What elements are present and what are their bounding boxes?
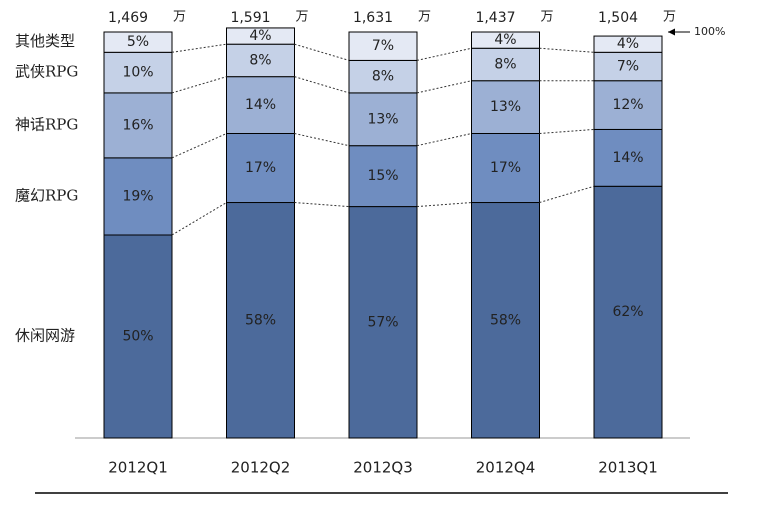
value-label: 12% — [612, 97, 643, 113]
bar-segment — [103, 92, 173, 159]
total-label: 1,504 — [598, 10, 638, 26]
bar-segment — [348, 59, 418, 94]
value-label: 50% — [122, 329, 153, 345]
bar-segment — [471, 133, 540, 204]
total-unit: 万 — [296, 10, 309, 25]
value-label: 4% — [494, 32, 516, 48]
bar-segment — [348, 206, 418, 439]
value-label: 4% — [249, 28, 271, 44]
x-tick-label: 2012Q3 — [353, 459, 413, 477]
total-label: 1,631 — [353, 10, 393, 26]
value-label: 14% — [612, 150, 643, 166]
connector — [171, 202, 227, 236]
value-label: 19% — [122, 188, 153, 204]
value-label: 13% — [367, 111, 398, 127]
value-label: 10% — [122, 65, 153, 81]
connector — [539, 128, 595, 134]
bar-segment — [593, 51, 663, 82]
value-label: 17% — [245, 160, 276, 176]
value-label: 16% — [122, 117, 153, 133]
arrow-head — [668, 28, 675, 36]
x-tick-label: 2012Q4 — [476, 459, 536, 477]
connector — [294, 76, 350, 94]
value-label: 4% — [617, 36, 639, 52]
bar-segment — [226, 133, 295, 204]
connector — [171, 43, 227, 53]
bar-segment — [226, 27, 295, 45]
bar-segment — [348, 31, 418, 61]
value-label: 5% — [127, 34, 149, 50]
connector — [539, 47, 595, 53]
bar-segment — [226, 76, 295, 135]
total-unit: 万 — [418, 10, 431, 25]
value-label: 7% — [617, 59, 639, 75]
bar-segment — [103, 31, 173, 53]
bar-segment — [103, 234, 173, 439]
legend-label: 魔幻RPG — [15, 186, 78, 204]
connector — [294, 43, 350, 61]
x-tick-label: 2013Q1 — [598, 459, 658, 477]
total-unit: 万 — [663, 10, 676, 25]
connector — [171, 76, 227, 94]
bar-segment — [103, 157, 173, 236]
bar-segment — [471, 31, 540, 49]
value-label: 8% — [494, 56, 516, 72]
bar-segment — [471, 47, 540, 82]
legend-label: 休闲网游 — [15, 327, 75, 345]
bar-segment — [471, 202, 540, 439]
connector — [171, 133, 227, 159]
bar-segment — [471, 80, 540, 134]
legend-label: 武侠RPG — [15, 63, 78, 81]
value-label: 8% — [249, 52, 271, 68]
connector — [416, 47, 472, 61]
value-label: 8% — [372, 69, 394, 85]
bar-segment — [348, 92, 418, 147]
total-label: 1,591 — [230, 10, 270, 26]
connector — [416, 202, 472, 208]
value-label: 7% — [372, 38, 394, 54]
legend-label: 神话RPG — [15, 115, 78, 133]
value-label: 13% — [490, 99, 521, 115]
value-label: 17% — [490, 160, 521, 176]
value-label: 15% — [367, 168, 398, 184]
annotation: 100% — [694, 25, 725, 38]
bar-segment — [348, 145, 418, 208]
value-label: 58% — [245, 312, 276, 328]
x-tick-label: 2012Q2 — [231, 459, 291, 477]
bar-segment — [593, 80, 663, 130]
connector — [416, 80, 472, 94]
bar-segment — [103, 51, 173, 94]
x-tick-label: 2012Q1 — [108, 459, 168, 477]
value-label: 58% — [490, 312, 521, 328]
total-label: 1,437 — [475, 10, 515, 26]
connector — [416, 133, 472, 147]
total-unit: 万 — [173, 10, 186, 25]
bar-segment — [226, 43, 295, 78]
bar-segment — [593, 185, 663, 439]
total-label: 1,469 — [108, 10, 148, 26]
connector — [294, 202, 350, 208]
value-label: 62% — [612, 304, 643, 320]
bar-segment — [593, 35, 663, 53]
value-label: 57% — [367, 314, 398, 330]
value-label: 14% — [245, 97, 276, 113]
total-unit: 万 — [541, 10, 554, 25]
legend-label: 其他类型 — [15, 32, 75, 50]
connector — [294, 133, 350, 147]
connector — [539, 185, 595, 203]
